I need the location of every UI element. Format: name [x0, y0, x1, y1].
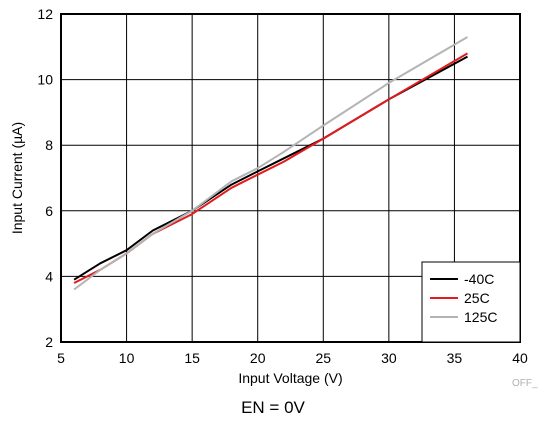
y-tick-label: 12 — [37, 6, 53, 22]
tick-labels: 5 10 15 20 25 30 35 40 2 4 6 8 10 12 — [37, 6, 528, 366]
x-tick-label: 5 — [57, 350, 65, 366]
legend-label: 25C — [464, 290, 490, 306]
x-tick-label: 30 — [381, 350, 397, 366]
x-axis-title: Input Voltage (V) — [238, 370, 342, 386]
y-tick-label: 8 — [45, 137, 53, 153]
y-axis-title: Input Current (µA) — [9, 122, 25, 234]
legend-label: -40C — [464, 271, 494, 287]
y-tick-label: 2 — [45, 334, 53, 350]
x-tick-label: 20 — [250, 350, 266, 366]
series-lines — [73, 36, 469, 291]
y-tick-label: 10 — [37, 72, 53, 88]
x-tick-label: 10 — [119, 350, 135, 366]
x-tick-label: 25 — [315, 350, 331, 366]
y-tick-label: 4 — [45, 268, 53, 284]
legend-label: 125C — [464, 309, 497, 325]
legend-box — [421, 261, 521, 343]
figure-footnote: OFF_ — [512, 378, 538, 389]
legend: -40C 25C 125C — [421, 261, 521, 343]
x-tick-label: 35 — [447, 350, 463, 366]
figure-caption: EN = 0V — [241, 398, 305, 417]
y-tick-label: 6 — [45, 203, 53, 219]
x-tick-label: 15 — [184, 350, 200, 366]
plot-frame — [60, 13, 521, 343]
series-line-125C — [73, 36, 469, 291]
x-tick-label: 40 — [512, 350, 528, 366]
grid-lines — [61, 14, 520, 342]
